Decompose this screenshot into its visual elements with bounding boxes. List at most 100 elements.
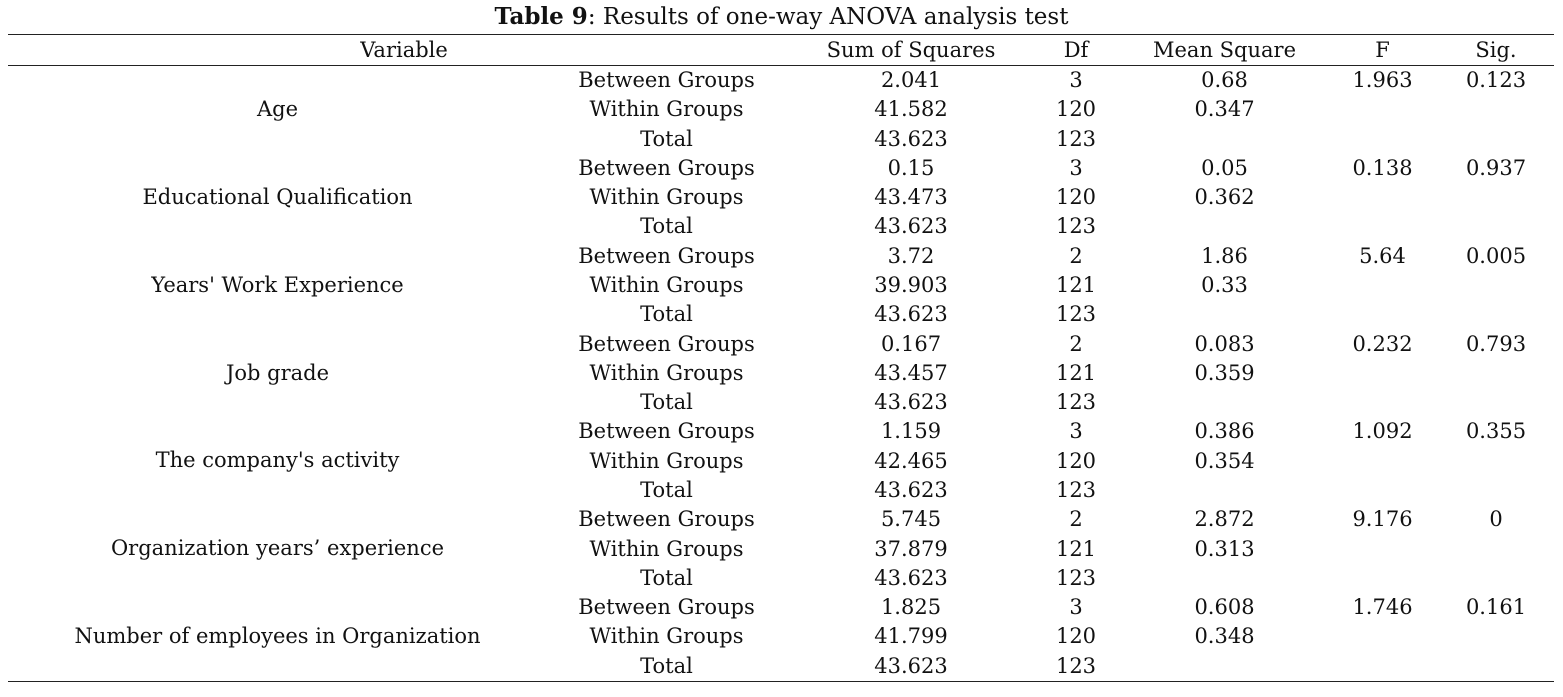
mean-square-cell: 0.68: [1201, 68, 1248, 92]
df-cell: 3: [1069, 68, 1083, 92]
sum-of-squares-cell: 39.903: [874, 273, 948, 298]
mean-square-cell: 0.386: [1194, 419, 1255, 444]
sum-of-squares-cell: 43.623: [874, 214, 948, 239]
df-cell: 3: [1069, 595, 1083, 620]
df-cell: 120: [1055, 624, 1097, 649]
source-cell: Total: [640, 214, 693, 239]
mean-square-cell: 0.348: [1194, 624, 1255, 649]
sum-of-squares-cell: 42.465: [874, 448, 948, 473]
sum-of-squares-cell: 41.799: [874, 624, 948, 649]
table-row: Within Groups 42.465 120 0.354: [0, 447, 1563, 476]
sum-of-squares-cell: 43.623: [874, 302, 948, 327]
variable-name: Organization years’ experience: [110, 536, 445, 561]
variable-name: Educational Qualification: [142, 184, 413, 209]
source-cell: Within Groups: [589, 536, 744, 561]
table-row: Within Groups 43.457 121 0.359: [0, 359, 1563, 388]
df-cell: 120: [1055, 97, 1097, 122]
f-cell: 9.176: [1352, 507, 1413, 532]
df-cell: 120: [1055, 185, 1097, 210]
df-cell: 2: [1069, 507, 1083, 532]
mean-square-cell: 0.359: [1194, 360, 1255, 385]
table-row: Between Groups 0.167 2 0.083 0.232 0.793: [0, 330, 1563, 359]
source-cell: Between Groups: [578, 595, 755, 620]
table-row: Total 43.623 123: [0, 476, 1563, 505]
sum-of-squares-cell: 43.623: [874, 653, 948, 678]
source-cell: Within Groups: [589, 273, 744, 298]
header-mean-square: Mean Square: [1153, 38, 1296, 62]
table-row: Between Groups 2.041 3 0.68 1.963 0.123: [0, 66, 1563, 95]
table-header-row: Variable Sum of Squares Df Mean Square F…: [0, 35, 1563, 65]
source-cell: Between Groups: [578, 155, 755, 180]
df-cell: 3: [1069, 155, 1083, 180]
table-row: Between Groups 1.825 3 0.608 1.746 0.161: [0, 593, 1563, 622]
source-cell: Total: [640, 565, 693, 590]
df-cell: 123: [1055, 126, 1097, 151]
source-cell: Total: [640, 302, 693, 327]
table-caption-label: Table 9: [494, 3, 588, 30]
sum-of-squares-cell: 43.457: [874, 360, 948, 385]
df-cell: 121: [1055, 536, 1097, 561]
f-cell: 0.138: [1352, 155, 1413, 180]
sum-of-squares-cell: 43.623: [874, 565, 948, 590]
f-cell: 0.232: [1352, 331, 1413, 356]
header-df: Df: [1063, 38, 1089, 62]
mean-square-cell: 0.083: [1194, 331, 1255, 356]
source-cell: Within Groups: [589, 185, 744, 210]
df-cell: 2: [1069, 243, 1083, 268]
sig-cell: 0.161: [1465, 595, 1527, 620]
mean-square-cell: 2.872: [1194, 507, 1255, 532]
table-row: Total 43.623 123: [0, 300, 1563, 329]
table-caption: Table 9: Results of one-way ANOVA analys…: [0, 2, 1563, 32]
sum-of-squares-cell: 0.15: [887, 155, 935, 180]
table-body: Age Between Groups 2.041 3 0.68 1.963 0.…: [0, 66, 1563, 681]
df-cell: 123: [1055, 214, 1097, 239]
source-cell: Within Groups: [589, 97, 744, 122]
sig-cell: 0: [1489, 507, 1503, 532]
sum-of-squares-cell: 43.623: [874, 390, 948, 415]
mean-square-cell: 0.313: [1194, 536, 1255, 561]
source-cell: Between Groups: [578, 331, 755, 356]
mean-square-cell: 0.33: [1201, 273, 1248, 298]
table-row-group-years-work-experience: Years' Work Experience Between Groups 3.…: [0, 242, 1563, 330]
table-row: Total 43.623 123: [0, 212, 1563, 241]
df-cell: 123: [1055, 653, 1097, 678]
table-row: Between Groups 0.15 3 0.05 0.138 0.937: [0, 154, 1563, 183]
df-cell: 3: [1069, 419, 1083, 444]
table-bottom-rule: [8, 681, 1554, 682]
df-cell: 123: [1055, 390, 1097, 415]
source-cell: Between Groups: [578, 419, 755, 444]
variable-name: Age: [256, 97, 299, 121]
table-row: Total 43.623 123: [0, 652, 1563, 681]
sum-of-squares-cell: 3.72: [887, 243, 935, 268]
df-cell: 121: [1055, 273, 1097, 298]
mean-square-cell: 0.347: [1194, 97, 1255, 122]
table-row: Between Groups 3.72 2 1.86 5.64 0.005: [0, 242, 1563, 271]
sig-cell: 0.793: [1465, 331, 1527, 356]
header-sum-of-squares: Sum of Squares: [826, 38, 996, 62]
variable-name: Years' Work Experience: [151, 272, 404, 297]
table-top-rule: [8, 34, 1554, 35]
sig-cell: 0.355: [1465, 419, 1527, 444]
sum-of-squares-cell: 5.745: [880, 507, 942, 532]
source-cell: Total: [640, 390, 693, 415]
source-cell: Within Groups: [589, 624, 744, 649]
source-cell: Total: [640, 126, 693, 151]
table-row: Total 43.623 123: [0, 388, 1563, 417]
sum-of-squares-cell: 43.623: [874, 126, 948, 151]
sig-cell: 0.005: [1465, 243, 1527, 268]
table-row: Total 43.623 123: [0, 125, 1563, 154]
table-row: Within Groups 43.473 120 0.362: [0, 183, 1563, 212]
table-row: Between Groups 1.159 3 0.386 1.092 0.355: [0, 417, 1563, 446]
source-cell: Between Groups: [578, 243, 755, 268]
f-cell: 1.963: [1352, 68, 1413, 92]
table-row: Within Groups 37.879 121 0.313: [0, 535, 1563, 564]
f-cell: 1.092: [1352, 419, 1413, 444]
sum-of-squares-cell: 37.879: [874, 536, 948, 561]
table-row-group-number-of-employees: Number of employees in Organization Betw…: [0, 593, 1563, 681]
source-cell: Between Groups: [578, 68, 755, 92]
sum-of-squares-cell: 43.473: [874, 185, 948, 210]
df-cell: 2: [1069, 331, 1083, 356]
table-row-group-job-grade: Job grade Between Groups 0.167 2 0.083 0…: [0, 330, 1563, 418]
sum-of-squares-cell: 1.159: [880, 419, 942, 444]
header-f: F: [1375, 38, 1390, 62]
